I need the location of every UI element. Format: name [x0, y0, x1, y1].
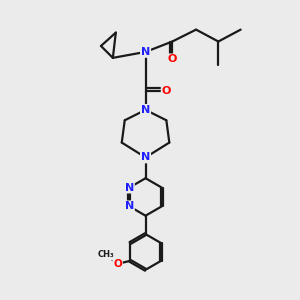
- Text: O: O: [168, 54, 177, 64]
- Text: N: N: [141, 47, 150, 57]
- Text: CH₃: CH₃: [98, 250, 115, 260]
- Text: N: N: [125, 201, 134, 211]
- Text: N: N: [125, 183, 134, 193]
- Text: N: N: [141, 105, 150, 115]
- Text: N: N: [141, 152, 150, 162]
- Text: O: O: [113, 259, 122, 269]
- Text: O: O: [162, 85, 171, 96]
